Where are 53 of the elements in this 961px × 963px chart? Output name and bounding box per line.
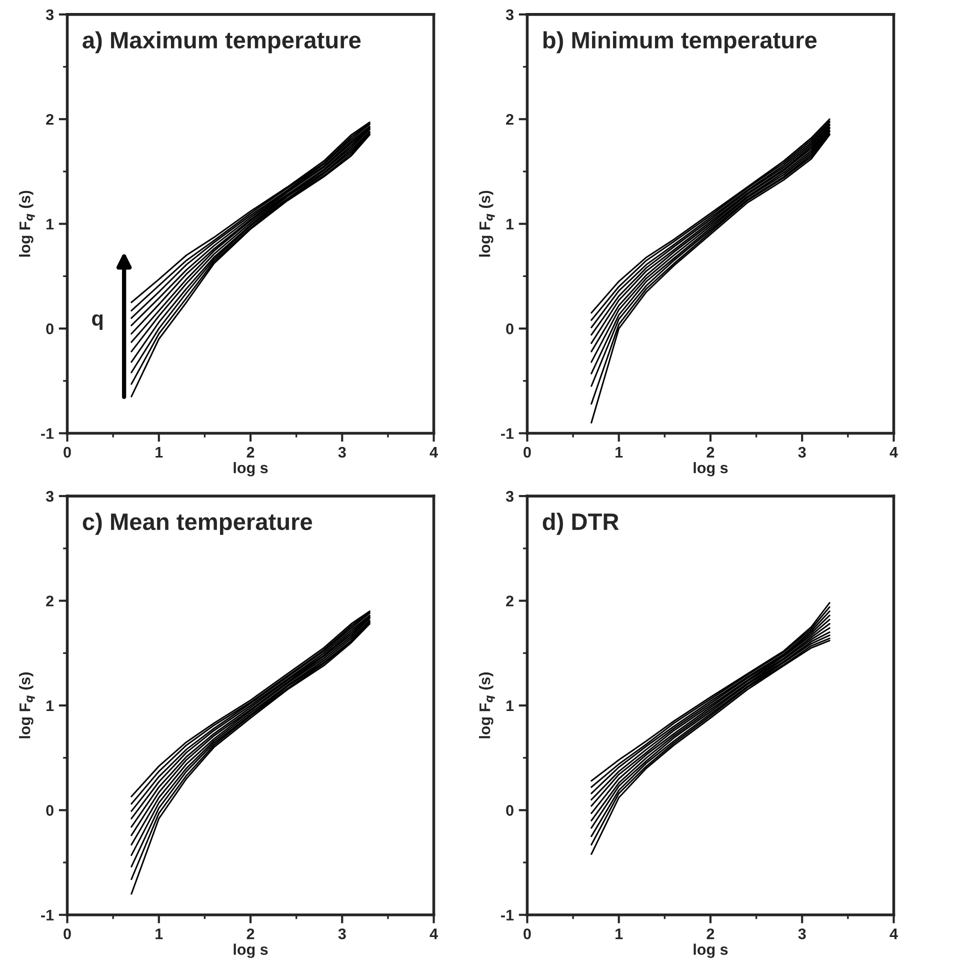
y-axis-title: log F$_{q}$ (s) — [479, 190, 495, 257]
y-tick-label: 2 — [46, 114, 54, 125]
x-axis-title: log s — [694, 462, 728, 476]
x-tick-label: 0 — [64, 928, 71, 940]
y-tick-label: 2 — [506, 596, 514, 606]
x-tick-label: 3 — [338, 446, 346, 458]
y-tick-label: -1 — [501, 910, 514, 920]
y-tick-label: 2 — [506, 114, 514, 125]
y-tick-label: 0 — [506, 323, 514, 334]
y-tick-label: 0 — [46, 805, 54, 816]
y-axis-title: log F$_{q}$ (s) — [479, 672, 495, 738]
y-tick-label: 3 — [506, 9, 514, 20]
text: c) Mean temperature — [82, 512, 312, 535]
y-tick-label: 1 — [506, 700, 514, 711]
x-axis-title: log s — [234, 944, 268, 958]
y-tick-label: 2 — [46, 596, 54, 606]
y-tick-label: 3 — [506, 490, 514, 502]
x-tick-label: 0 — [524, 928, 531, 940]
annotation: q — [92, 314, 103, 330]
x-tick-label: 2 — [706, 928, 714, 940]
y-tick-label: -1 — [41, 910, 54, 920]
y-tick-label: -1 — [41, 428, 54, 439]
x-tick-label: 4 — [890, 446, 898, 458]
x-tick-label: 4 — [430, 446, 438, 458]
x-axis-title: log s — [694, 944, 728, 958]
x-axis-title: log s — [234, 462, 268, 476]
x-tick-label: 0 — [524, 446, 531, 458]
y-tick-label: 3 — [46, 9, 54, 20]
x-tick-label: 1 — [616, 446, 623, 458]
text: d) DTR — [542, 512, 619, 535]
x-tick-label: 4 — [890, 928, 898, 940]
x-tick-label: 3 — [338, 928, 346, 940]
y-tick-label: 0 — [46, 323, 54, 334]
y-tick-label: 0 — [506, 805, 514, 816]
x-tick-label: 3 — [798, 928, 806, 940]
x-tick-label: 4 — [430, 928, 438, 940]
x-tick-label: 1 — [616, 928, 623, 940]
x-tick-label: 1 — [156, 446, 163, 458]
y-tick-label: 1 — [46, 218, 54, 230]
x-tick-label: 1 — [156, 928, 163, 940]
y-tick-label: 1 — [506, 218, 514, 230]
x-tick-label: 2 — [246, 928, 254, 940]
text: a) Maximum temperature — [82, 31, 361, 54]
y-axis-title: log F$_{q}$ (s) — [19, 190, 35, 257]
y-tick-label: 1 — [46, 700, 54, 711]
y-tick-label: 3 — [46, 490, 54, 502]
x-tick-label: 2 — [706, 446, 714, 458]
x-tick-label: 3 — [798, 446, 806, 458]
y-tick-label: -1 — [501, 428, 514, 439]
text: b) Minimum temperature — [543, 31, 817, 54]
x-tick-label: 2 — [246, 446, 254, 458]
y-axis-title: log F$_{q}$ (s) — [19, 672, 35, 738]
x-tick-label: 0 — [64, 446, 71, 458]
